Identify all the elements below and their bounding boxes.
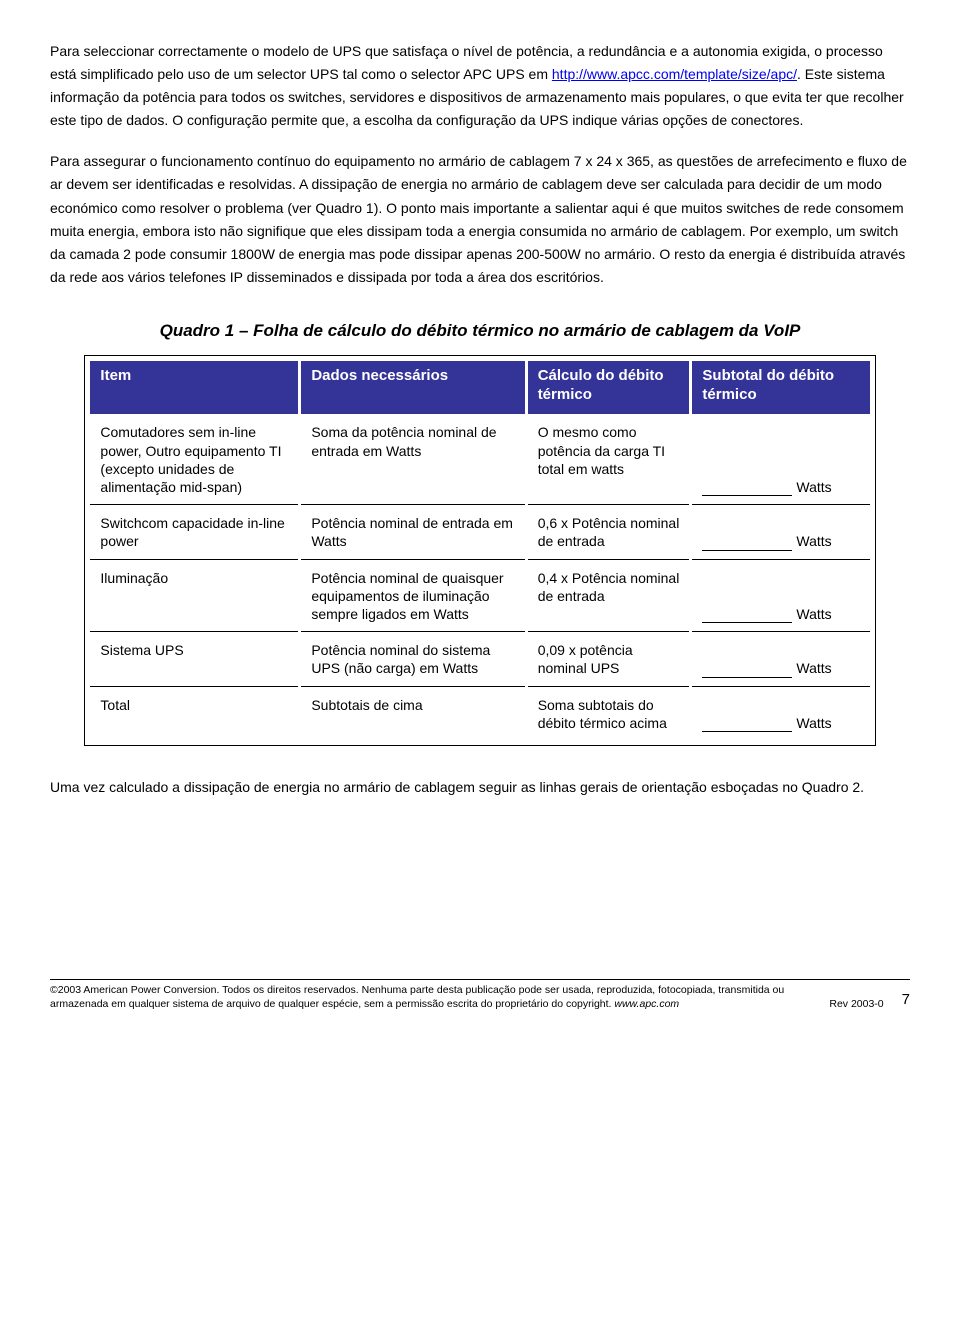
page-footer: ©2003 American Power Conversion. Todos o… [50, 979, 910, 1011]
cell-data: Potência nominal de quaisquer equipament… [301, 563, 524, 633]
cell-calc: O mesmo como potência da carga TI total … [528, 417, 690, 505]
cell-data: Subtotais de cima [301, 690, 524, 740]
cell-subtotal: Watts [692, 508, 869, 559]
cell-subtotal: Watts [692, 563, 869, 633]
cell-calc: 0,09 x potência nominal UPS [528, 635, 690, 686]
cell-data: Potência nominal do sistema UPS (não car… [301, 635, 524, 686]
after-table-text: Uma vez calculado a dissipação de energi… [50, 776, 910, 799]
paragraph-1: Para seleccionar correctamente o modelo … [50, 40, 910, 132]
th-item: Item [90, 361, 298, 415]
paragraph-3: Uma vez calculado a dissipação de energi… [50, 776, 910, 799]
cell-subtotal: Watts [692, 417, 869, 505]
table-row: Switchcom capacidade in-line power Potên… [90, 508, 869, 559]
cell-calc: Soma subtotais do débito térmico acima [528, 690, 690, 740]
th-calc: Cálculo do débito térmico [528, 361, 690, 415]
apc-link[interactable]: http://www.apcc.com/template/size/apc/ [552, 66, 797, 82]
unit: Watts [796, 533, 831, 549]
cell-data: Soma da potência nominal de entrada em W… [301, 417, 524, 505]
heat-calc-table: Item Dados necessários Cálculo do débito… [84, 355, 875, 746]
paragraph-2: Para assegurar o funcionamento contínuo … [50, 150, 910, 289]
table-title: Quadro 1 – Folha de cálculo do débito té… [50, 317, 910, 345]
table-header-row: Item Dados necessários Cálculo do débito… [90, 361, 869, 415]
footer-page-number: 7 [902, 990, 910, 1012]
cell-subtotal: Watts [692, 690, 869, 740]
cell-item: Switchcom capacidade in-line power [90, 508, 298, 559]
body-text: Para seleccionar correctamente o modelo … [50, 40, 910, 289]
unit: Watts [796, 479, 831, 495]
table-row: Comutadores sem in-line power, Outro equ… [90, 417, 869, 505]
cell-calc: 0,6 x Potência nominal de entrada [528, 508, 690, 559]
footer-text: ©2003 American Power Conversion. Todos o… [50, 984, 811, 1011]
footer-rev: Rev 2003-0 [829, 998, 883, 1012]
cell-item: Comutadores sem in-line power, Outro equ… [90, 417, 298, 505]
th-data: Dados necessários [301, 361, 524, 415]
footer-url: www.apc.com [614, 998, 679, 1010]
th-subtotal: Subtotal do débito térmico [692, 361, 869, 415]
unit: Watts [796, 660, 831, 676]
cell-calc: 0,4 x Potência nominal de entrada [528, 563, 690, 633]
table-row: Sistema UPS Potência nominal do sistema … [90, 635, 869, 686]
table-row: Iluminação Potência nominal de quaisquer… [90, 563, 869, 633]
cell-item: Total [90, 690, 298, 740]
table-row: Total Subtotais de cima Soma subtotais d… [90, 690, 869, 740]
cell-item: Iluminação [90, 563, 298, 633]
unit: Watts [796, 606, 831, 622]
cell-data: Potência nominal de entrada em Watts [301, 508, 524, 559]
unit: Watts [796, 715, 831, 731]
cell-subtotal: Watts [692, 635, 869, 686]
cell-item: Sistema UPS [90, 635, 298, 686]
